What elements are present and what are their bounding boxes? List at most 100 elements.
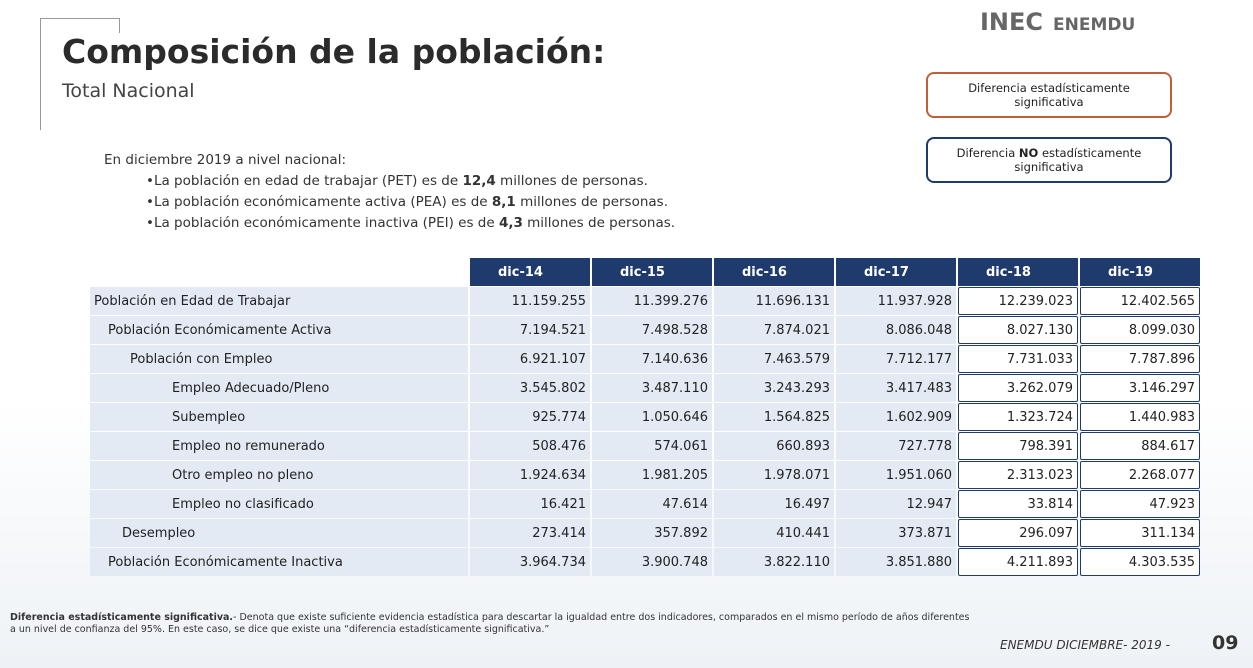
- cell: 508.476: [470, 432, 590, 460]
- cell: 1.978.071: [714, 461, 834, 489]
- logo: INEC ENEMDU: [980, 8, 1135, 36]
- cell: 3.822.110: [714, 548, 834, 576]
- cell: 7.498.528: [592, 316, 712, 344]
- cell: 311.134: [1080, 519, 1200, 547]
- row-label: Población en Edad de Trabajar: [90, 287, 468, 315]
- cell: 3.851.880: [836, 548, 956, 576]
- header-row: dic-14 dic-15 dic-16 dic-17 dic-18 dic-19: [90, 258, 1200, 286]
- cell: 296.097: [958, 519, 1078, 547]
- title: Composición de la población:: [62, 32, 606, 71]
- cell: 7.194.521: [470, 316, 590, 344]
- bullet: •La población económicamente inactiva (P…: [146, 215, 676, 231]
- cell: 1.564.825: [714, 403, 834, 431]
- text: Diferencia: [956, 146, 1019, 160]
- cell: 3.964.734: [470, 548, 590, 576]
- cell: 7.140.636: [592, 345, 712, 373]
- cell: 11.399.276: [592, 287, 712, 315]
- column-header: dic-18: [958, 258, 1078, 286]
- cell: 7.874.021: [714, 316, 834, 344]
- cell: 1.323.724: [958, 403, 1078, 431]
- logo-product: ENEMDU: [1053, 15, 1136, 35]
- row: Empleo Adecuado/Pleno 3.545.802 3.487.110 3…: [90, 374, 1200, 402]
- column-header: dic-17: [836, 258, 956, 286]
- cell: 7.712.177: [836, 345, 956, 373]
- cell: 7.731.033: [958, 345, 1078, 373]
- cell: 7.463.579: [714, 345, 834, 373]
- cell: 373.871: [836, 519, 956, 547]
- cell: 3.417.483: [836, 374, 956, 402]
- column-header: dic-19: [1080, 258, 1200, 286]
- cell: 884.617: [1080, 432, 1200, 460]
- subtitle: Total Nacional: [62, 80, 195, 102]
- cell: 12.239.023: [958, 287, 1078, 315]
- page-number: 09: [1212, 632, 1239, 654]
- row-label: Otro empleo no pleno: [90, 461, 468, 489]
- footnote-bold: Diferencia estadísticamente significativ…: [10, 612, 234, 623]
- cell: 8.086.048: [836, 316, 956, 344]
- row-label: Población Económicamente Inactiva: [90, 548, 468, 576]
- footnote: Diferencia estadísticamente significativ…: [10, 612, 970, 636]
- cell: 727.778: [836, 432, 956, 460]
- text: La población económicamente activa (PEA)…: [153, 194, 492, 210]
- column-header: dic-15: [592, 258, 712, 286]
- intro-lead: En diciembre 2019 a nivel nacional:: [104, 152, 346, 168]
- cell: 16.421: [470, 490, 590, 518]
- cell: 574.061: [592, 432, 712, 460]
- cell: 410.441: [714, 519, 834, 547]
- cell: 12.947: [836, 490, 956, 518]
- legend-not-significant: Diferencia NO estadísticamente significa…: [926, 137, 1172, 183]
- bullet: •La población económicamente activa (PEA…: [146, 194, 668, 210]
- cell: 16.497: [714, 490, 834, 518]
- table: dic-14 dic-15 dic-16 dic-17 dic-18 dic-19 Pobl…: [88, 257, 1202, 577]
- cell: 11.696.131: [714, 287, 834, 315]
- cell: 273.414: [470, 519, 590, 547]
- cell: 1.951.060: [836, 461, 956, 489]
- footer-label: ENEMDU DICIEMBRE- 2019 -: [1000, 638, 1170, 652]
- row: Otro empleo no pleno 1.924.634 1.981.205 1.…: [90, 461, 1200, 489]
- row-label: Desempleo: [90, 519, 468, 547]
- cell: 660.893: [714, 432, 834, 460]
- cell: 4.211.893: [958, 548, 1078, 576]
- row-label: Subempleo: [90, 403, 468, 431]
- cell: 1.981.205: [592, 461, 712, 489]
- legend-significant: Diferencia estadísticamente significativ…: [926, 72, 1172, 118]
- cell: 7.787.896: [1080, 345, 1200, 373]
- row: Desempleo 273.414 357.892 410.441 373.871 296…: [90, 519, 1200, 547]
- cell: 798.391: [958, 432, 1078, 460]
- text: millones de personas.: [515, 194, 668, 210]
- row-label: Empleo no remunerado: [90, 432, 468, 460]
- text: NO: [1018, 146, 1039, 160]
- cell: 11.159.255: [470, 287, 590, 315]
- row: Subempleo 925.774 1.050.646 1.564.825 1.602.…: [90, 403, 1200, 431]
- column-header: dic-14: [470, 258, 590, 286]
- text: 4,3: [498, 215, 523, 231]
- row-label: Empleo Adecuado/Pleno: [90, 374, 468, 402]
- cell: 3.900.748: [592, 548, 712, 576]
- intro: En diciembre 2019 a nivel nacional: •La p…: [104, 150, 675, 234]
- cell: 6.921.107: [470, 345, 590, 373]
- cell: 3.545.802: [470, 374, 590, 402]
- cell: 47.614: [592, 490, 712, 518]
- cell: 1.602.909: [836, 403, 956, 431]
- text: La población en edad de trabajar (PET) e…: [153, 173, 463, 189]
- cell: 3.487.110: [592, 374, 712, 402]
- cell: 12.402.565: [1080, 287, 1200, 315]
- corner: [90, 258, 468, 286]
- frame: [40, 18, 120, 130]
- text: millones de personas.: [495, 173, 648, 189]
- logo-text: INEC: [980, 8, 1044, 36]
- row-label: Empleo no clasificado: [90, 490, 468, 518]
- row-label: Población con Empleo: [90, 345, 468, 373]
- cell: 357.892: [592, 519, 712, 547]
- bullet: •La población en edad de trabajar (PET) …: [146, 173, 648, 189]
- text: estadísticamente significativa: [1014, 146, 1142, 174]
- cell: 1.924.634: [470, 461, 590, 489]
- cell: 8.027.130: [958, 316, 1078, 344]
- cell: 1.050.646: [592, 403, 712, 431]
- row: Población Económicamente Activa 7.194.521…: [90, 316, 1200, 344]
- row: Población Económicamente Inactiva 3.964.7…: [90, 548, 1200, 576]
- cell: 8.099.030: [1080, 316, 1200, 344]
- row-label: Población Económicamente Activa: [90, 316, 468, 344]
- cell: 3.243.293: [714, 374, 834, 402]
